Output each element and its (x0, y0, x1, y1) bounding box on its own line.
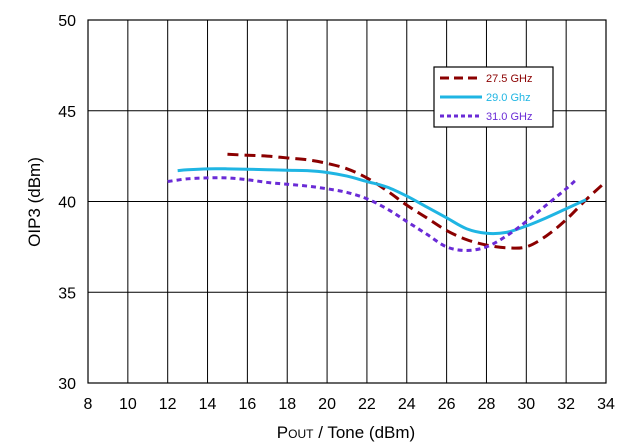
x-tick-label: 8 (84, 396, 93, 413)
series-lines (167, 152, 608, 253)
y-tick-label: 50 (58, 13, 76, 30)
x-tick-label: 12 (159, 396, 177, 413)
y-axis-label: OIP3 (dBm) (25, 157, 44, 247)
x-axis-label-main: P (277, 423, 288, 442)
x-tick-label: 26 (438, 396, 456, 413)
plot-frame (87, 19, 607, 384)
legend-label: 31.0 GHz (486, 111, 532, 123)
x-tick-label: 34 (597, 396, 615, 413)
series-line-27-5-ghz (227, 152, 608, 250)
x-tick-label: 20 (318, 396, 336, 413)
y-tick-label: 45 (58, 104, 76, 121)
series-line-31-0-ghz (167, 176, 578, 253)
x-tick-label: 28 (478, 396, 496, 413)
legend-label: 29.0 Ghz (486, 92, 531, 104)
x-tick-label: 10 (119, 396, 137, 413)
x-tick-label: 32 (557, 396, 575, 413)
x-axis-label-sub: OUT (288, 427, 314, 441)
x-tick-labels: 8 10 12 14 16 18 20 22 24 26 28 30 32 34 (84, 396, 615, 413)
legend-label: 27.5 GHz (486, 73, 532, 85)
legend: 27.5 GHz 29.0 Ghz 31.0 GHz (433, 66, 554, 128)
x-axis-label: POUT / Tone (dBm) (277, 423, 415, 442)
x-tick-label: 30 (517, 396, 535, 413)
x-axis-label-rest: / Tone (dBm) (313, 423, 415, 442)
x-tick-label: 24 (398, 396, 416, 413)
x-tick-label: 16 (238, 396, 256, 413)
y-tick-label: 30 (58, 376, 76, 393)
y-tick-label: 35 (58, 285, 76, 302)
x-tick-label: 14 (199, 396, 217, 413)
y-tick-labels: 30 35 40 45 50 (58, 13, 76, 393)
y-tick-label: 40 (58, 195, 76, 212)
x-tick-label: 18 (278, 396, 296, 413)
x-tick-label: 22 (358, 396, 376, 413)
